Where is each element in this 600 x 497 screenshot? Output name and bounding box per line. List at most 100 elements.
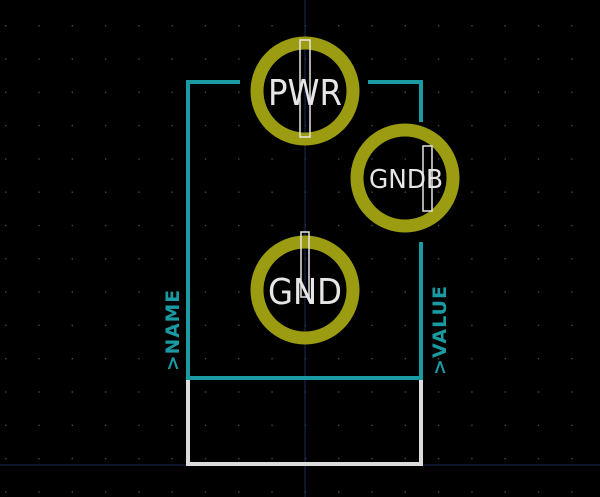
grid-dot (104, 124, 107, 127)
grid-dot (338, 191, 340, 193)
grid-dot (504, 158, 506, 160)
value-field[interactable]: >VALUE (429, 285, 451, 375)
silkscreen-outline[interactable] (186, 80, 423, 380)
grid-dot (171, 258, 173, 260)
grid-dot (437, 457, 440, 460)
grid-dot (104, 291, 107, 293)
grid-dot (5, 224, 7, 227)
grid-dot (371, 191, 373, 193)
grid-dot (404, 424, 406, 426)
grid-dot (38, 491, 40, 493)
grid-dot (5, 158, 7, 160)
silkscreen-top-right-segment[interactable] (368, 80, 423, 122)
grid-dot (437, 358, 440, 360)
grid-dot (504, 491, 506, 493)
grid-dot (104, 158, 107, 160)
pad-gndb[interactable]: GNDB (350, 123, 460, 233)
grid-dot (104, 491, 107, 493)
grid-dot (537, 158, 540, 160)
grid-dot (338, 91, 340, 93)
grid-dot (471, 291, 473, 293)
grid-dot (71, 158, 73, 160)
grid-dot (271, 424, 273, 426)
grid-dot (537, 224, 540, 227)
grid-dot (537, 491, 540, 493)
grid-dot (437, 291, 440, 293)
grid-dot (238, 124, 240, 127)
grid-dot (471, 124, 473, 127)
grid-dot (404, 91, 406, 93)
grid-dot (104, 91, 107, 93)
grid-dot (404, 25, 406, 27)
grid-dot (104, 25, 107, 27)
grid-dot (537, 358, 540, 360)
pad-gnd[interactable]: GND (250, 231, 360, 345)
grid-dot (38, 291, 40, 293)
grid-dot (371, 91, 373, 93)
grid-dot (138, 358, 140, 360)
grid-dot (38, 124, 40, 127)
grid-dot (571, 358, 573, 360)
grid-dot (471, 424, 473, 426)
grid-dot (271, 91, 273, 93)
grid-dot (371, 424, 373, 426)
grid-dot (371, 491, 373, 493)
grid-dot (104, 424, 107, 426)
grid-dot (38, 457, 40, 460)
grid-dot (471, 457, 473, 460)
grid-dot (138, 158, 140, 160)
grid-dot (138, 124, 140, 127)
grid-dot (404, 391, 406, 393)
grid-dot (171, 457, 173, 460)
grid-dot (71, 391, 73, 393)
pad-gndb-label: GNDB (369, 165, 443, 195)
grid-dot (437, 191, 440, 193)
grid-dot (437, 391, 440, 393)
grid-dot (171, 158, 173, 160)
grid-dot (338, 491, 340, 493)
grid-dot (404, 491, 406, 493)
grid-dot (571, 25, 573, 27)
pad-gndb-hole-outline (422, 145, 433, 212)
grid-dot (571, 424, 573, 426)
grid-dot (271, 191, 273, 193)
grid-dot (171, 324, 173, 327)
grid-dot (504, 457, 506, 460)
grid-dot (38, 25, 40, 27)
grid-dot (504, 324, 506, 327)
grid-dot (138, 191, 140, 193)
pad-pwr-ring (250, 36, 360, 146)
grid-dot (537, 424, 540, 426)
grid-dot (71, 324, 73, 327)
grid-dot (38, 424, 40, 426)
grid-dot (371, 324, 373, 327)
grid-dot (238, 224, 240, 227)
grid-dot (104, 457, 107, 460)
grid-dot (338, 457, 340, 460)
grid-dot (404, 457, 406, 460)
grid-dot (238, 158, 240, 160)
grid-dot (238, 491, 240, 493)
grid-dot (38, 191, 40, 193)
grid-dot (537, 291, 540, 293)
grid-dot (171, 391, 173, 393)
grid-dot (571, 191, 573, 193)
silkscreen-left-segment[interactable] (186, 80, 240, 380)
grid-dot (571, 457, 573, 460)
grid-dot (504, 58, 506, 60)
name-field[interactable]: >NAME (162, 289, 184, 371)
grid-dot (471, 158, 473, 160)
grid-dot (471, 391, 473, 393)
pad-gnd-label: GND (268, 272, 342, 313)
grid-dot (204, 358, 207, 360)
grid-dot (238, 91, 240, 93)
grid-dot (338, 291, 340, 293)
grid-dot (138, 258, 140, 260)
grid-dot (238, 25, 240, 27)
pad-pwr-hole-outline (299, 39, 311, 138)
grid-dot (437, 258, 440, 260)
pad-pwr[interactable]: PWR (250, 36, 360, 146)
grid-dot (471, 491, 473, 493)
